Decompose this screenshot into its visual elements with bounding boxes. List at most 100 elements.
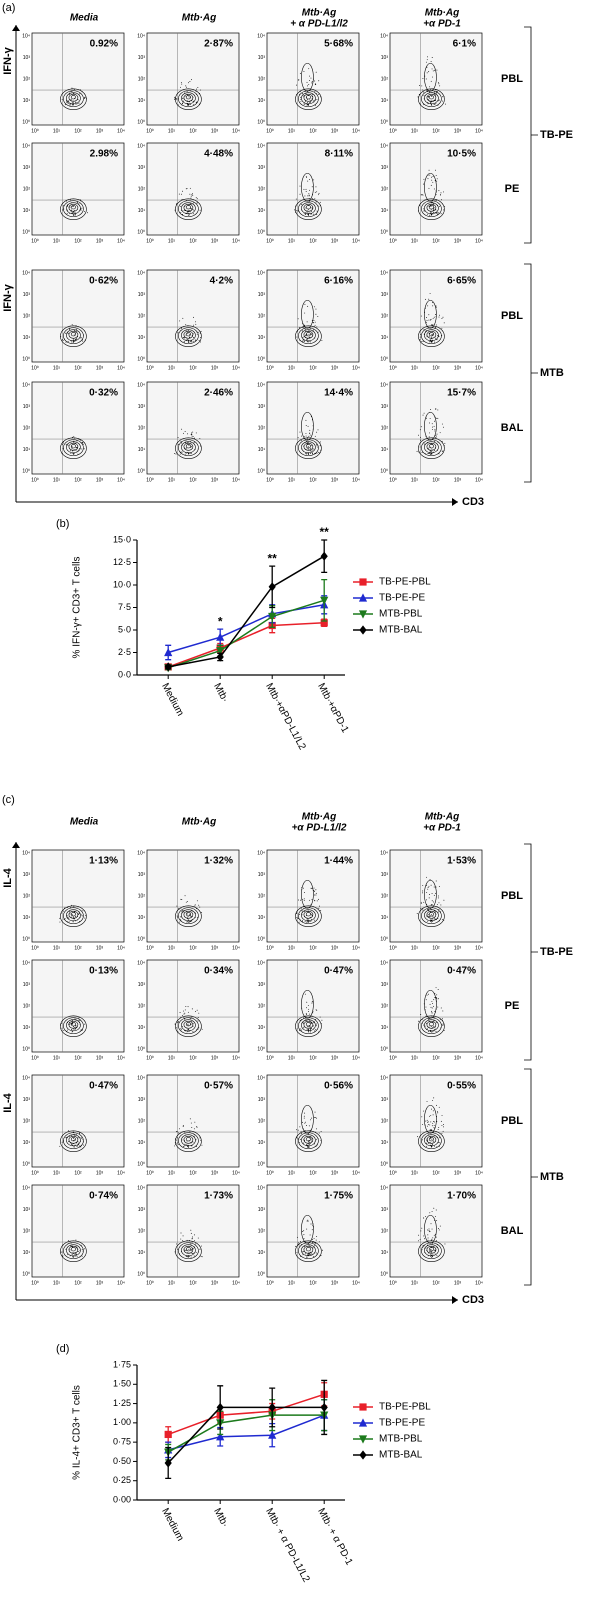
event-dot xyxy=(436,1021,438,1023)
event-dot xyxy=(439,1225,441,1227)
event-dot xyxy=(307,104,309,106)
event-dot xyxy=(303,1234,305,1236)
event-dot xyxy=(432,324,434,326)
event-dot xyxy=(430,319,431,321)
event-dot xyxy=(432,301,434,303)
event-dot xyxy=(191,1127,193,1129)
event-dot xyxy=(420,194,422,196)
event-dot xyxy=(422,340,424,342)
event-dot xyxy=(432,1099,434,1101)
legend-label: TB-PE-PBL xyxy=(379,1402,431,1413)
flow-tick-label: 10⁰ xyxy=(146,365,154,371)
event-dot xyxy=(305,93,307,95)
event-dot xyxy=(189,334,191,336)
contour xyxy=(424,441,439,454)
flow-tick-label: 10⁰ xyxy=(389,945,397,951)
event-dot xyxy=(431,904,433,905)
contour xyxy=(63,327,84,345)
flow-tick-label: 10⁴ xyxy=(352,128,360,134)
flow-tick-label: 10⁰ xyxy=(266,1280,274,1286)
contour xyxy=(66,1244,81,1257)
event-dot xyxy=(69,1024,71,1026)
event-dot xyxy=(186,1024,188,1026)
event-dot xyxy=(438,1229,440,1231)
event-dot xyxy=(313,890,315,891)
event-dot xyxy=(432,1114,434,1116)
event-dot xyxy=(438,314,440,316)
event-dot xyxy=(62,340,64,342)
event-dot xyxy=(316,1236,318,1238)
event-dot xyxy=(433,1127,435,1129)
flow-plot xyxy=(146,1074,240,1168)
event-dot xyxy=(176,99,178,101)
event-dot xyxy=(71,1029,72,1030)
event-dot xyxy=(197,1017,199,1019)
event-dot xyxy=(436,998,438,1000)
event-dot xyxy=(441,423,443,425)
flow-tick-label: 10² xyxy=(74,1055,82,1061)
event-dot xyxy=(432,176,434,177)
flow-tick-label: 10⁴ xyxy=(380,1075,388,1081)
flow-tick-label: 10² xyxy=(258,1228,266,1234)
event-dot xyxy=(438,1142,439,1144)
event-dot xyxy=(297,1129,299,1131)
event-dot xyxy=(427,1125,428,1127)
event-dot xyxy=(181,910,183,912)
flow-tick-label: 10⁰ xyxy=(257,936,265,942)
flow-tick-label: 10² xyxy=(258,186,266,192)
flow-plot xyxy=(31,142,125,236)
event-dot xyxy=(431,1007,433,1009)
contour xyxy=(426,1020,437,1029)
column-header: Mtb·Ag xyxy=(302,8,336,19)
flow-tick-label: 10³ xyxy=(381,1207,389,1213)
flow-tick-label: 10³ xyxy=(138,292,146,298)
flow-plot xyxy=(266,269,360,363)
event-dot xyxy=(308,1144,310,1145)
event-dot xyxy=(193,316,194,318)
event-dot xyxy=(440,194,441,196)
event-dot xyxy=(306,1001,308,1003)
event-dot xyxy=(296,1129,298,1131)
contour xyxy=(301,989,314,1019)
contour xyxy=(301,1019,316,1032)
event-dot xyxy=(317,315,319,317)
flow-tick-label: 10⁰ xyxy=(380,936,388,942)
event-dot xyxy=(306,1220,308,1222)
flow-tick-label: 10² xyxy=(138,313,146,319)
event-dot xyxy=(319,1016,321,1018)
event-dot xyxy=(439,432,441,434)
event-dot xyxy=(199,1248,201,1250)
event-dot xyxy=(442,1130,444,1132)
event-dot xyxy=(183,1016,185,1018)
event-dot xyxy=(309,447,311,449)
contour xyxy=(60,88,87,110)
flow-tick-label: 10³ xyxy=(454,1170,462,1176)
event-dot xyxy=(436,433,438,435)
event-dot xyxy=(306,338,308,340)
percent-label: 0.92% xyxy=(90,39,118,50)
contour xyxy=(178,90,199,108)
event-dot xyxy=(296,1137,298,1139)
event-dot xyxy=(419,446,421,448)
event-dot xyxy=(436,1255,438,1257)
percent-label: 10·5% xyxy=(447,149,476,160)
flow-tick-label: 10⁰ xyxy=(31,365,39,371)
event-dot xyxy=(301,1231,303,1232)
flow-tick-label: 10⁴ xyxy=(232,945,240,951)
flow-tick-label: 10⁴ xyxy=(137,960,145,966)
percent-label: 0·62% xyxy=(89,276,118,287)
event-dot xyxy=(436,994,438,996)
event-dot xyxy=(308,333,310,335)
event-dot xyxy=(433,999,435,1001)
event-dot xyxy=(69,906,71,908)
percent-label: 1·75% xyxy=(324,1191,353,1202)
event-dot xyxy=(68,328,70,330)
event-dot xyxy=(309,75,310,77)
event-dot xyxy=(436,1104,437,1106)
contour xyxy=(66,1019,81,1032)
flow-plot xyxy=(146,269,240,363)
contour xyxy=(421,1017,442,1035)
flow-tick-label: 10⁴ xyxy=(257,1075,265,1081)
event-dot xyxy=(438,82,439,84)
event-dot xyxy=(77,449,79,451)
